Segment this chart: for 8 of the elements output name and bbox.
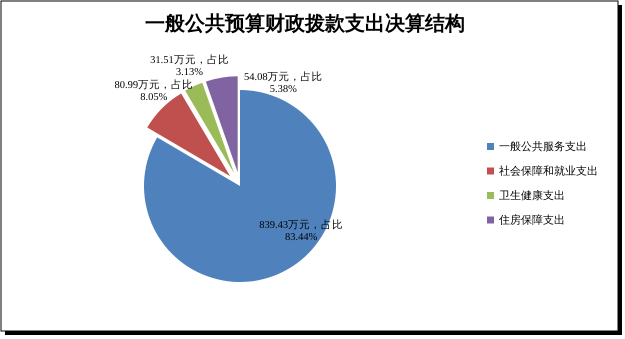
data-label: 80.99万元，占比 8.05%	[114, 78, 194, 104]
legend-label: 一般公共服务支出	[499, 140, 587, 153]
legend-label: 卫生健康支出	[499, 189, 565, 202]
chart-title: 一般公共预算财政拨款支出决算结构	[145, 13, 465, 35]
data-label: 31.51万元，占比 3.13%	[150, 53, 229, 78]
data-label: 54.08万元，占比 5.38%	[244, 70, 323, 96]
legend-label: 住房保障支出	[499, 214, 565, 226]
legend-label: 社会保障和就业支出	[499, 164, 598, 178]
